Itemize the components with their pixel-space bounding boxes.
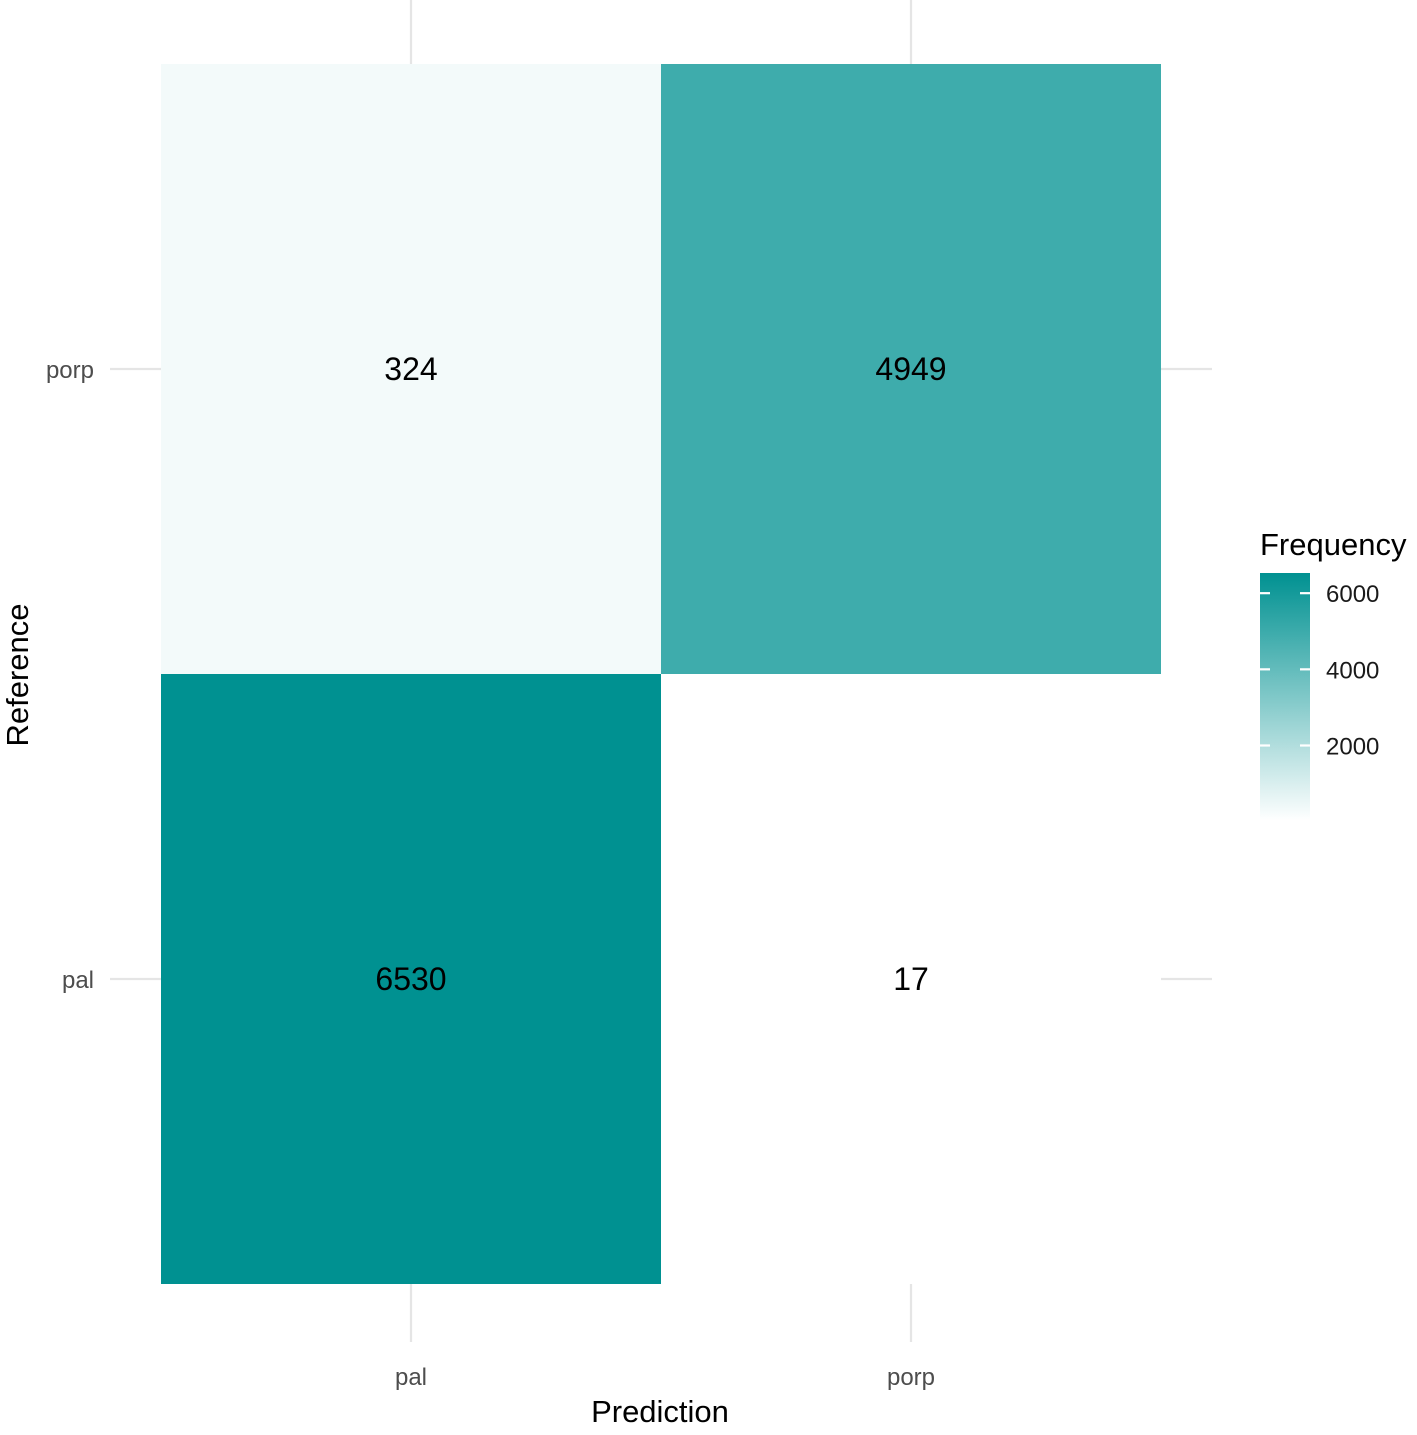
cell-value-label: 4949: [875, 351, 946, 387]
legend-tick-label: 6000: [1326, 581, 1379, 608]
color-legend: Frequency 2000 4000 6000: [1260, 527, 1407, 821]
cell-value-label: 6530: [375, 961, 446, 997]
heatmap-cell-pal-pal: [161, 674, 661, 1284]
x-tick-label: porp: [887, 1364, 935, 1391]
y-tick-label: porp: [46, 357, 94, 384]
x-axis-tick-labels: pal porp: [395, 1364, 935, 1391]
heatmap-cell-pal-porp: [661, 674, 1161, 1284]
legend-title: Frequency: [1260, 527, 1407, 562]
legend-color-bar: [1260, 573, 1310, 821]
legend-tick-label: 4000: [1326, 657, 1379, 684]
heatmap-cell-porp-porp: [661, 64, 1161, 674]
legend-ticks: 2000 4000 6000: [1260, 581, 1379, 760]
x-tick-label: pal: [395, 1364, 427, 1391]
cell-value-label: 324: [384, 351, 437, 387]
cell-value-label: 17: [893, 961, 929, 997]
cell-value-labels: 324 4949 6530 17: [375, 351, 946, 997]
y-axis-tick-labels: pal porp: [46, 357, 94, 994]
y-axis-title: Reference: [0, 603, 35, 746]
legend-tick-label: 2000: [1326, 733, 1379, 760]
x-axis-title: Prediction: [591, 1394, 729, 1429]
heatmap-cells: [161, 64, 1161, 1284]
heatmap-cell-porp-pal: [161, 64, 661, 674]
y-tick-label: pal: [62, 967, 94, 994]
